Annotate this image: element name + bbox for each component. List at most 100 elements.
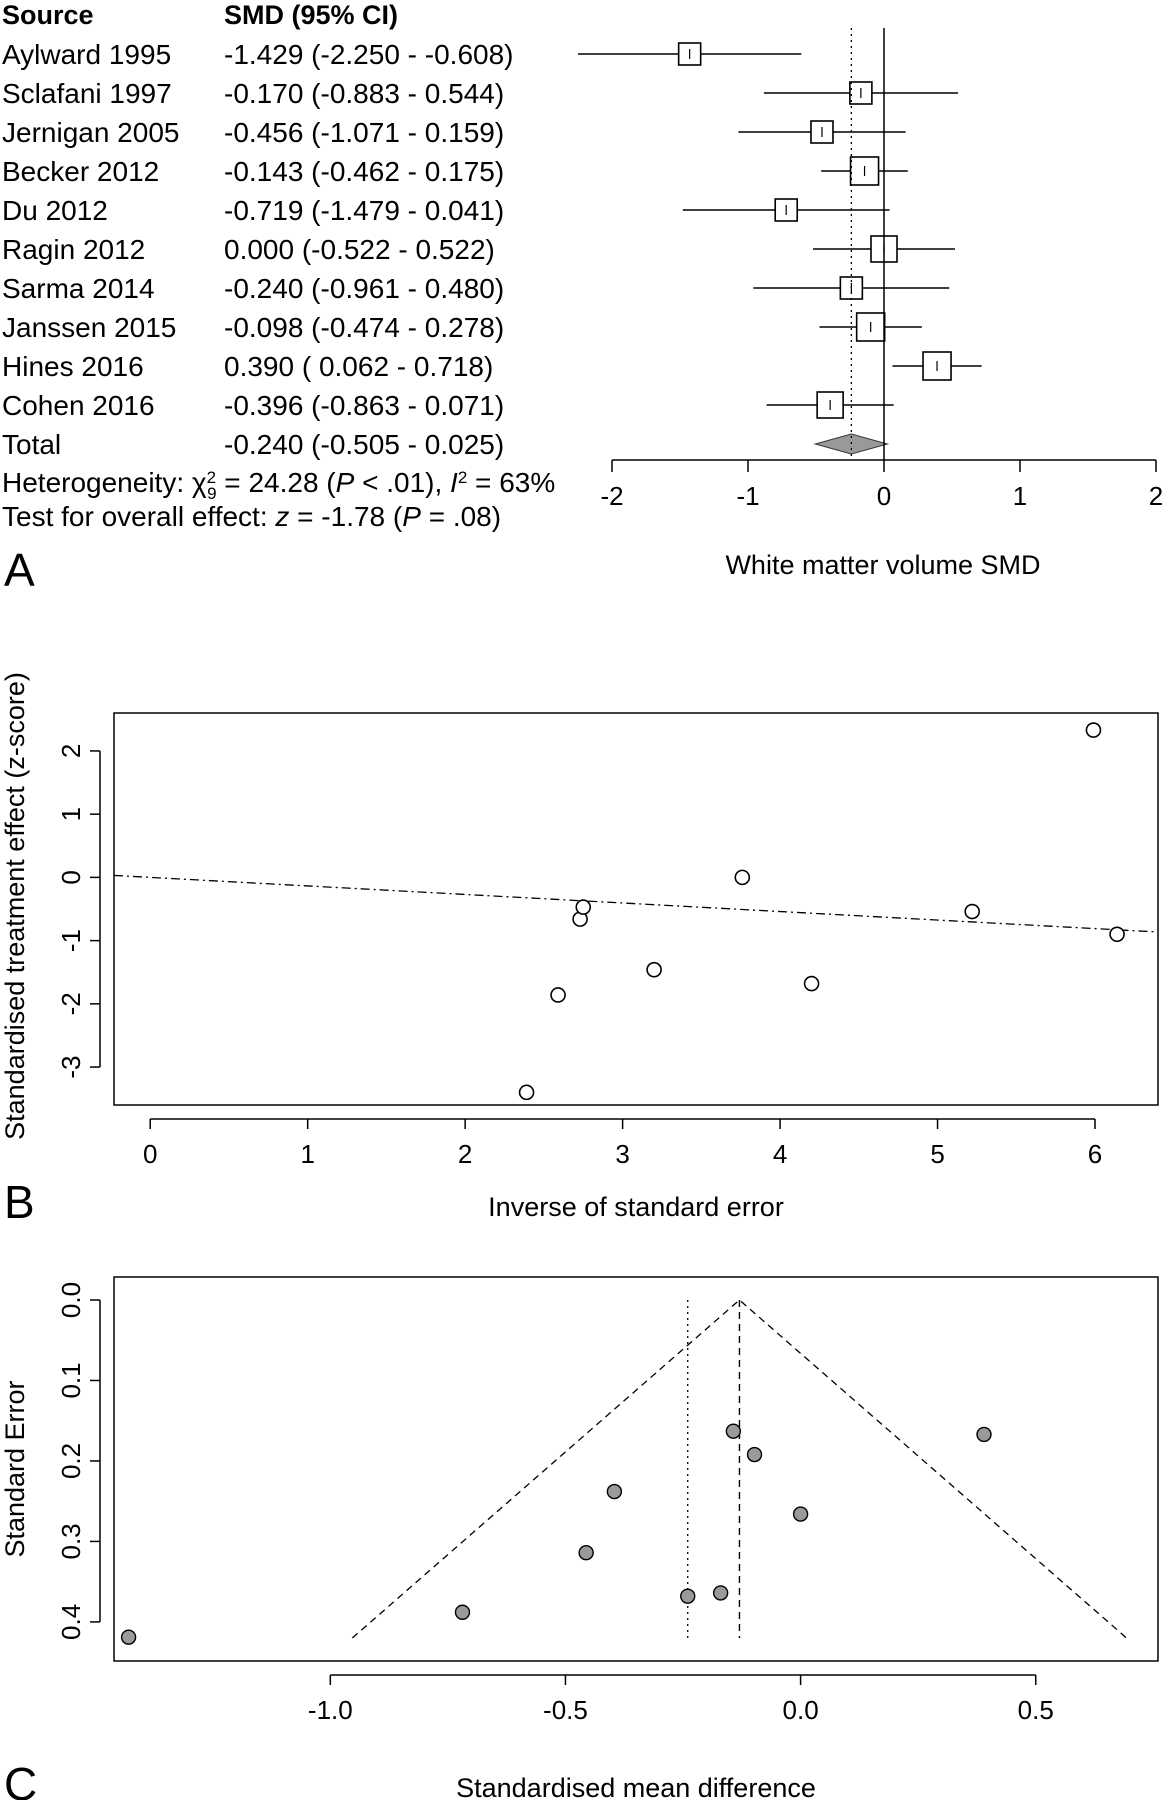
study-name: Janssen 2015 <box>2 312 176 343</box>
radial-xlabel: Inverse of standard error <box>488 1192 784 1222</box>
radial-y-tick-label: -1 <box>56 929 86 952</box>
overall-p: = .08) <box>421 501 501 532</box>
i2-value: = 63% <box>467 467 555 498</box>
radial-plot: 0 1 2 3 4 5 6 -3 -2 -1 0 1 2 Inverse of standard err… <box>0 672 1159 1228</box>
panel-label-a: A <box>4 544 35 596</box>
forest-x-tick-label: 1 <box>1013 481 1027 511</box>
funnel-point <box>454 1604 471 1620</box>
funnel-x-tick-label: 0.5 <box>1018 1695 1054 1725</box>
study-name: Ragin 2012 <box>2 234 145 265</box>
study-smd-ci: -0.396 (-0.863 - 0.071) <box>224 390 504 421</box>
funnel-point <box>680 1588 696 1604</box>
funnel-y-tick-label: 0.3 <box>56 1523 86 1559</box>
funnel-plot: -1.0 -0.5 0.0 0.5 0.0 0.1 0.2 0.3 0.4 Standardis… <box>0 1276 1159 1800</box>
forest-x-tick-label: 0 <box>877 481 891 511</box>
i-superscript: 2 <box>458 468 467 487</box>
study-smd-ci: -0.240 (-0.961 - 0.480) <box>224 273 504 304</box>
forest-x-tick-label: 2 <box>1149 481 1163 511</box>
forest-x-tick-label: -1 <box>736 481 759 511</box>
study-name: Jernigan 2005 <box>2 117 179 148</box>
study-smd-ci: -0.170 (-0.883 - 0.544) <box>224 78 504 109</box>
funnel-point <box>120 1629 137 1645</box>
study-name: Sclafani 1997 <box>2 78 172 109</box>
radial-x-tick-label: 5 <box>930 1139 944 1169</box>
z-value: = -1.78 ( <box>289 501 403 532</box>
study-smd-ci: -1.429 (-2.250 - -0.608) <box>224 39 514 70</box>
study-name: Cohen 2016 <box>2 390 155 421</box>
study-smd-ci: -0.098 (-0.474 - 0.278) <box>224 312 504 343</box>
funnel-point <box>578 1544 594 1561</box>
forest-x-tick-label: -2 <box>600 481 623 511</box>
funnel-y-tick-label: 0.1 <box>56 1362 86 1398</box>
forest-xlabel: White matter volume SMD <box>725 550 1040 580</box>
panel-label-c: C <box>4 1758 37 1800</box>
total-smd-ci: -0.240 (-0.505 - 0.025) <box>224 429 504 460</box>
radial-x-tick-label: 3 <box>615 1139 629 1169</box>
funnel-xlabel: Standardised mean difference <box>456 1773 816 1800</box>
funnel-x-tick-label: -1.0 <box>308 1695 353 1725</box>
study-name: Sarma 2014 <box>2 273 155 304</box>
radial-point <box>518 1084 535 1101</box>
study-smd-ci: -0.143 (-0.462 - 0.175) <box>224 156 504 187</box>
panel-label-b: B <box>4 1176 35 1228</box>
study-name: Aylward 1995 <box>2 39 171 70</box>
radial-y-tick-label: 2 <box>56 744 86 758</box>
funnel-ylabel: Standard Error <box>0 1380 30 1557</box>
study-smd-ci: 0.390 ( 0.062 - 0.718) <box>224 351 493 382</box>
radial-x-tick-label: 2 <box>458 1139 472 1169</box>
overall-effect-text: Test for overall effect: z = -1.78 (P = … <box>2 501 501 532</box>
study-name: Becker 2012 <box>2 156 159 187</box>
funnel-point <box>746 1446 763 1463</box>
radial-point <box>964 903 980 920</box>
z-symbol: z <box>274 501 289 532</box>
radial-ylabel: Standardised treatment effect (z-score) <box>0 672 30 1140</box>
radial-x-tick-label: 4 <box>773 1139 787 1169</box>
total-label: Total <box>2 429 61 460</box>
forest-plot: Source SMD (95% CI) Aylward 1995 -1.429 (… <box>2 0 1163 596</box>
heterogeneity-label: Heterogeneity: <box>2 467 192 498</box>
study-smd-ci: 0.000 (-0.522 - 0.522) <box>224 234 495 265</box>
radial-point <box>646 961 662 978</box>
study-name: Hines 2016 <box>2 351 144 382</box>
funnel-y-tick-label: 0.2 <box>56 1443 86 1479</box>
funnel-x-tick-label: 0.0 <box>783 1695 819 1725</box>
chi-subscript: 9 <box>207 484 216 503</box>
funnel-point <box>976 1426 992 1443</box>
heterogeneity-text: Heterogeneity: χ2 9 = 24.28 (P < .01), I2… <box>2 467 555 503</box>
study-smd-ci: -0.719 (-1.479 - 0.041) <box>224 195 504 226</box>
radial-x-tick-label: 1 <box>300 1139 314 1169</box>
header-source: Source <box>2 0 94 30</box>
funnel-limits <box>351 1299 1128 1639</box>
radial-point <box>803 975 820 992</box>
funnel-x-tick-label: -0.5 <box>543 1695 588 1725</box>
funnel-point <box>792 1506 809 1522</box>
radial-x-tick-label: 6 <box>1088 1139 1102 1169</box>
funnel-point <box>712 1585 729 1601</box>
radial-plot-frame <box>113 712 1159 1106</box>
radial-y-tick-label: -2 <box>56 992 86 1015</box>
heterogeneity-p: < .01), <box>354 467 450 498</box>
radial-point <box>550 987 566 1003</box>
funnel-point <box>725 1423 742 1439</box>
funnel-plot-frame <box>113 1276 1159 1662</box>
radial-point <box>575 899 592 915</box>
funnel-y-tick-label: 0.4 <box>56 1604 86 1640</box>
p-symbol: P <box>336 467 355 498</box>
chi-symbol: χ <box>192 467 207 498</box>
radial-point <box>1085 722 1102 738</box>
study-name: Du 2012 <box>2 195 108 226</box>
overall-effect-label: Test for overall effect: <box>2 501 275 532</box>
chi-superscript: 2 <box>207 468 216 487</box>
header-smd: SMD (95% CI) <box>224 0 398 30</box>
radial-point <box>734 869 751 886</box>
i-symbol: I <box>450 467 458 498</box>
funnel-point <box>606 1483 623 1500</box>
heterogeneity-value: = 24.28 ( <box>217 467 337 498</box>
radial-point <box>1109 926 1125 943</box>
study-smd-ci: -0.456 (-1.071 - 0.159) <box>224 117 504 148</box>
funnel-y-tick-label: 0.0 <box>56 1282 86 1318</box>
radial-x-tick-label: 0 <box>143 1139 157 1169</box>
radial-y-tick-label: 1 <box>56 807 86 821</box>
p-symbol-2: P <box>402 501 421 532</box>
